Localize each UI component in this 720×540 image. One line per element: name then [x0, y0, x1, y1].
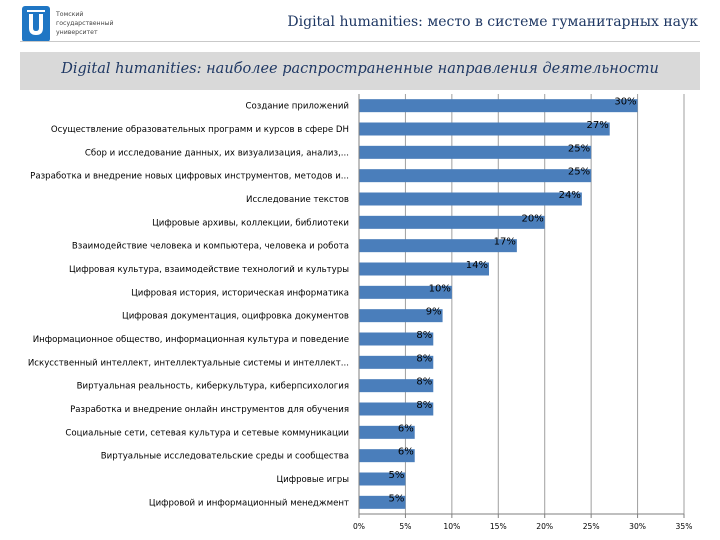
bar: [359, 449, 415, 463]
x-tick-label: 20%: [536, 522, 553, 531]
data-label: 25%: [568, 143, 590, 154]
bar: [359, 472, 406, 486]
data-label: 25%: [568, 167, 590, 178]
category-label: Цифровые игры: [276, 475, 349, 485]
x-tick-label: 25%: [583, 522, 600, 531]
category-label: Цифровые архивы, коллекции, библиотеки: [152, 218, 349, 228]
data-label: 14%: [466, 260, 488, 271]
category-label: Информационное общество, информационная …: [33, 335, 349, 345]
bar-chart: 0% 5% 10% 15% 20% 25% 30% 35% Создание приложени…: [28, 94, 693, 531]
data-label: 5%: [389, 493, 405, 504]
university-logo: Томский государственный университет: [20, 4, 140, 46]
bar: [359, 169, 592, 183]
header-divider: [20, 41, 700, 42]
bar: [359, 402, 434, 416]
category-label: Цифровой и информационный менеджмент: [149, 498, 349, 508]
x-tick-label: 5%: [399, 522, 411, 531]
data-label: 30%: [614, 97, 636, 108]
bar: [359, 192, 582, 206]
bar: [359, 332, 434, 346]
bar: [359, 495, 406, 509]
section-banner: Digital humanities: наиболее распростран…: [20, 52, 700, 90]
x-tick-label: 0%: [353, 522, 365, 531]
logo-line-3: университет: [56, 29, 98, 36]
data-label: 20%: [521, 213, 543, 224]
bar: [359, 285, 452, 299]
data-label: 17%: [494, 237, 516, 248]
data-label: 24%: [559, 190, 581, 201]
category-label: Разработка и внедрение онлайн инструмент…: [70, 405, 349, 415]
category-label: Цифровая культура, взаимодействие технол…: [69, 265, 349, 275]
bar: [359, 379, 434, 393]
bar: [359, 99, 638, 113]
bar: [359, 309, 443, 323]
data-label: 27%: [586, 120, 608, 131]
category-label: Цифровая история, историческая информати…: [131, 288, 349, 298]
data-label: 10%: [429, 283, 451, 294]
data-label: 8%: [416, 353, 432, 364]
x-tick-label: 15%: [490, 522, 507, 531]
bar: [359, 239, 517, 253]
banner-title: Digital humanities: наиболее распростран…: [61, 61, 659, 77]
x-tick-label: 10%: [443, 522, 460, 531]
logo-line-2: государственный: [56, 19, 114, 27]
bar: [359, 215, 545, 229]
category-label: Виртуальная реальность, киберкультура, к…: [77, 382, 349, 392]
header-title: Digital humanities: место в системе гума…: [287, 14, 698, 30]
category-label: Взаимодействие человека и компьютера, че…: [72, 242, 349, 252]
category-label: Разработка и внедрение новых цифровых ин…: [30, 172, 349, 182]
bar: [359, 262, 489, 276]
category-label: Социальные сети, сетевая культура и сете…: [65, 428, 349, 438]
data-label: 9%: [426, 307, 442, 318]
data-label: 6%: [398, 447, 414, 458]
category-label: Цифровая документация, оцифровка докумен…: [122, 312, 349, 322]
category-label: Осуществление образовательных программ и…: [51, 125, 349, 135]
bar: [359, 425, 415, 439]
x-tick-label: 30%: [629, 522, 646, 531]
university-logo-mark: Томский государственный университет: [22, 6, 114, 42]
category-label: Создание приложений: [246, 102, 350, 112]
bar: [359, 145, 592, 159]
logo-line-1: Томский: [55, 10, 83, 18]
data-label: 6%: [398, 423, 414, 434]
category-label: Сбор и исследование данных, их визуализа…: [85, 148, 349, 158]
x-tick-label: 35%: [676, 522, 693, 531]
data-label: 5%: [389, 470, 405, 481]
bar: [359, 122, 610, 136]
category-label: Искусственный интеллект, интеллектуальны…: [28, 358, 349, 368]
data-label: 8%: [416, 330, 432, 341]
category-label: Исследование текстов: [246, 195, 349, 205]
bar: [359, 355, 434, 369]
category-label: Виртуальные исследовательские среды и со…: [101, 452, 349, 462]
data-label: 8%: [416, 377, 432, 388]
data-label: 8%: [416, 400, 432, 411]
